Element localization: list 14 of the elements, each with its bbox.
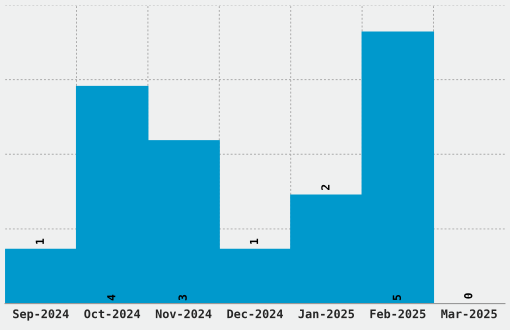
x-tick-label: Sep-2024: [13, 309, 69, 321]
x-tick-label: Dec-2024: [227, 309, 283, 318]
data-label: 0: [464, 293, 472, 299]
x-tick-label: Feb-2025: [370, 309, 426, 318]
x-tick-label: Mar-2025: [441, 309, 497, 318]
x-tick-label: Nov-2024: [156, 309, 212, 318]
data-label: 4: [107, 294, 116, 300]
x-tick-label: Oct-2024: [84, 309, 140, 318]
data-label: 3: [178, 294, 187, 300]
data-label: 5: [392, 294, 402, 300]
data-label: 2: [321, 184, 330, 190]
x-tick-label: Jan-2025: [298, 309, 354, 318]
data-label: 1: [250, 238, 258, 244]
data-label: 1: [36, 238, 44, 244]
